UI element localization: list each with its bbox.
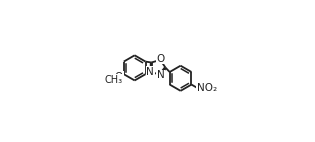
Text: N: N (157, 70, 164, 81)
Text: NO₂: NO₂ (197, 83, 217, 93)
Text: O: O (114, 72, 123, 82)
Text: N: N (146, 67, 154, 77)
Text: CH₃: CH₃ (105, 75, 123, 85)
Text: O: O (157, 54, 165, 64)
